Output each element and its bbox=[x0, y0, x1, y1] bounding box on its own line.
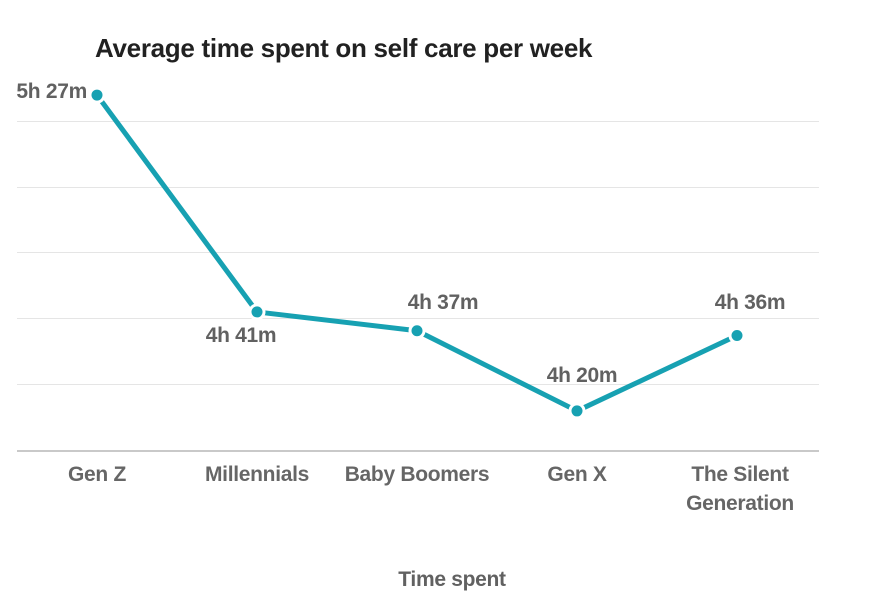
data-point-2[interactable] bbox=[408, 322, 426, 340]
legend-swatch-time-spent bbox=[334, 576, 378, 584]
x-axis-label-silent-generation: The Silent Generation bbox=[686, 463, 794, 515]
x-axis-line bbox=[17, 450, 819, 452]
data-point-4[interactable] bbox=[728, 327, 746, 344]
data-point-1[interactable] bbox=[248, 303, 266, 321]
chart-title: Average time spent on self care per week bbox=[95, 33, 593, 63]
point-label-millennials: 4h 41m bbox=[205, 323, 277, 347]
data-point-3[interactable] bbox=[568, 402, 586, 420]
legend: Time spent bbox=[334, 568, 506, 592]
point-label-silent-generation: 4h 36m bbox=[714, 290, 786, 314]
gridline bbox=[17, 252, 819, 253]
data-point-0[interactable] bbox=[88, 86, 106, 104]
x-axis-label-millennials: Millennials bbox=[204, 463, 310, 486]
gridline bbox=[17, 384, 819, 385]
x-axis-label-baby-boomers: Baby Boomers bbox=[344, 463, 490, 486]
time-spent-line bbox=[94, 93, 739, 414]
point-label-gen-z: 5h 27m bbox=[16, 80, 87, 104]
legend-label-time-spent: Time spent bbox=[398, 568, 506, 591]
x-axis-label-gen-x: Gen X bbox=[547, 463, 607, 486]
gridline bbox=[17, 187, 819, 188]
gridline bbox=[17, 318, 819, 319]
gridline bbox=[17, 121, 819, 122]
point-label-gen-x: 4h 20m bbox=[546, 363, 618, 387]
point-label-baby-boomers: 4h 37m bbox=[407, 290, 479, 314]
x-axis-label-gen-z: Gen Z bbox=[67, 463, 127, 486]
